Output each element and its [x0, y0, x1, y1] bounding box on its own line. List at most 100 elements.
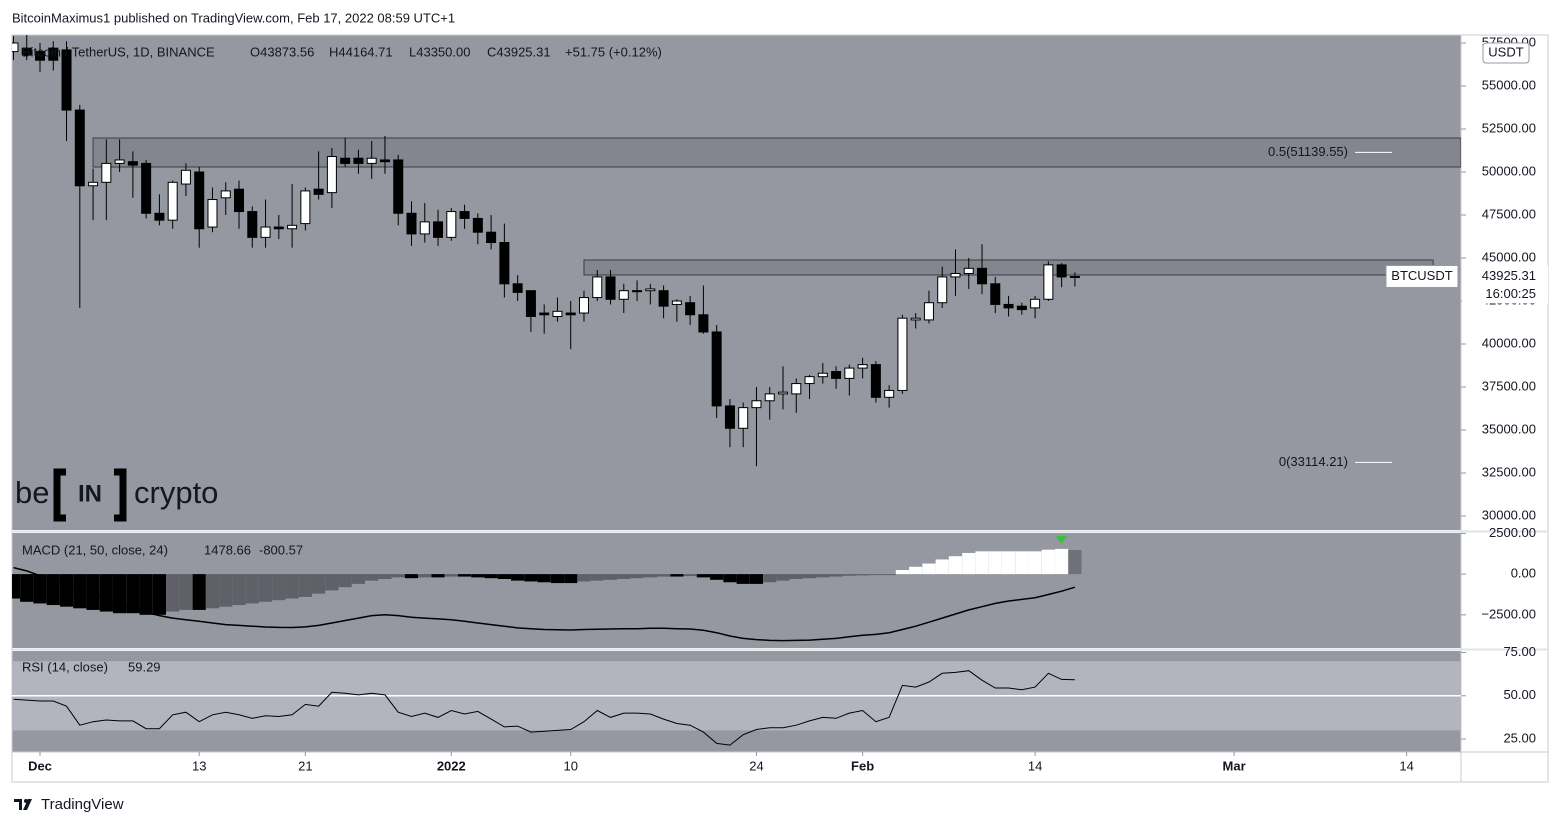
candle-body	[127, 161, 138, 166]
candle-body	[472, 217, 483, 233]
candle-body	[61, 49, 72, 111]
candle-body	[234, 188, 245, 213]
candle-body	[1030, 298, 1041, 309]
candle-body	[791, 383, 802, 395]
x-tick-label: 14	[1399, 758, 1413, 773]
currency-label: USDT	[1488, 44, 1523, 59]
histogram-bar	[696, 574, 710, 578]
y-tick-label: 50.00	[1503, 687, 1536, 702]
candle-body	[618, 290, 629, 300]
x-tick-label: 14	[1028, 758, 1042, 773]
histogram-bar	[152, 574, 167, 615]
histogram-bar	[590, 574, 604, 581]
candle-body	[433, 221, 444, 238]
candle-body	[486, 231, 497, 244]
histogram-bar	[471, 574, 485, 578]
candle-body	[154, 212, 165, 221]
histogram-bar	[431, 574, 445, 578]
histogram-bar	[882, 574, 896, 576]
candle-body	[512, 283, 523, 293]
histogram-bar	[683, 574, 697, 577]
watermark-text: crypto	[134, 475, 218, 510]
indicator-value: 1478.66	[204, 542, 251, 557]
y-tick-label: 25.00	[1503, 730, 1536, 745]
candle-body	[963, 267, 974, 274]
candle-body	[326, 156, 337, 194]
y-tick-label: 50000.00	[1482, 163, 1536, 178]
candle-body	[1003, 303, 1014, 309]
histogram-bar	[272, 574, 286, 601]
histogram-bar	[895, 570, 910, 575]
candle-body	[34, 51, 45, 61]
candle-body	[525, 290, 536, 317]
candle-body	[101, 162, 112, 183]
pane-group	[12, 661, 1461, 746]
candle-body	[114, 159, 125, 164]
candle-body	[1056, 264, 1067, 278]
x-tick-label: 2022	[437, 758, 466, 773]
candle-body	[751, 400, 762, 409]
histogram-bar	[656, 574, 671, 577]
histogram-bar	[1041, 549, 1055, 575]
histogram-bar	[457, 574, 472, 577]
histogram-bar	[869, 574, 883, 576]
histogram-bar	[205, 574, 220, 609]
candle-body	[950, 272, 961, 278]
logo-dot	[24, 799, 28, 803]
histogram-bar	[12, 574, 21, 599]
histogram-bar	[962, 552, 976, 575]
y-tick-label: 45000.00	[1482, 249, 1536, 264]
candle-body	[764, 393, 775, 402]
candle-body	[605, 276, 616, 300]
watermark-text: be	[15, 475, 49, 510]
series-title: Bitcoin / TetherUS, 1D, BINANCE	[22, 44, 215, 59]
histogram-bar	[391, 574, 405, 578]
main-pane	[12, 35, 1461, 530]
y-tick-label: 32500.00	[1482, 464, 1536, 479]
histogram-bar	[258, 574, 273, 602]
candle-body	[499, 242, 510, 285]
candle-body	[353, 157, 364, 164]
candle-body	[393, 159, 404, 214]
histogram-bar	[789, 574, 803, 580]
y-tick-label: 2500.00	[1489, 525, 1536, 540]
candle-body	[260, 226, 271, 238]
histogram-bar	[46, 574, 60, 606]
candle-body	[698, 314, 709, 333]
histogram-bar	[988, 551, 1002, 575]
candle-body	[1043, 264, 1054, 300]
candle-body	[738, 407, 749, 429]
histogram-bar	[179, 574, 193, 610]
candle-body	[406, 212, 417, 235]
histogram-bar	[670, 574, 684, 577]
fib-label: 0(33114.21)	[1279, 454, 1348, 469]
ohlc-label: +51.75 (+0.12%)	[565, 44, 662, 59]
histogram-bar	[245, 574, 259, 604]
symbol-tag-label: BTCUSDT	[1391, 268, 1452, 283]
x-tick-label: 24	[749, 758, 763, 773]
candle-body	[1069, 275, 1080, 278]
y-tick-label: −2500.00	[1481, 606, 1536, 621]
histogram-bar	[404, 574, 419, 579]
histogram-bar	[378, 574, 392, 580]
x-tick-label: 10	[563, 758, 577, 773]
candle-body	[300, 190, 311, 225]
candle-body	[88, 181, 99, 187]
candle-body	[247, 211, 258, 238]
candle-body	[207, 199, 218, 228]
histogram-bar	[856, 574, 870, 576]
candle-body	[844, 367, 855, 379]
candle-body	[48, 47, 59, 61]
histogram-bar	[511, 574, 525, 581]
candle-body	[592, 276, 603, 299]
footer-logo: TradingView	[14, 796, 124, 813]
candle-body	[313, 188, 324, 195]
histogram-bar	[948, 556, 963, 575]
candle-body	[273, 226, 284, 230]
histogram-bar	[922, 563, 936, 575]
candle-body	[857, 364, 868, 369]
ohlc-label: O43873.56	[250, 44, 314, 59]
histogram-bar	[1068, 550, 1082, 575]
